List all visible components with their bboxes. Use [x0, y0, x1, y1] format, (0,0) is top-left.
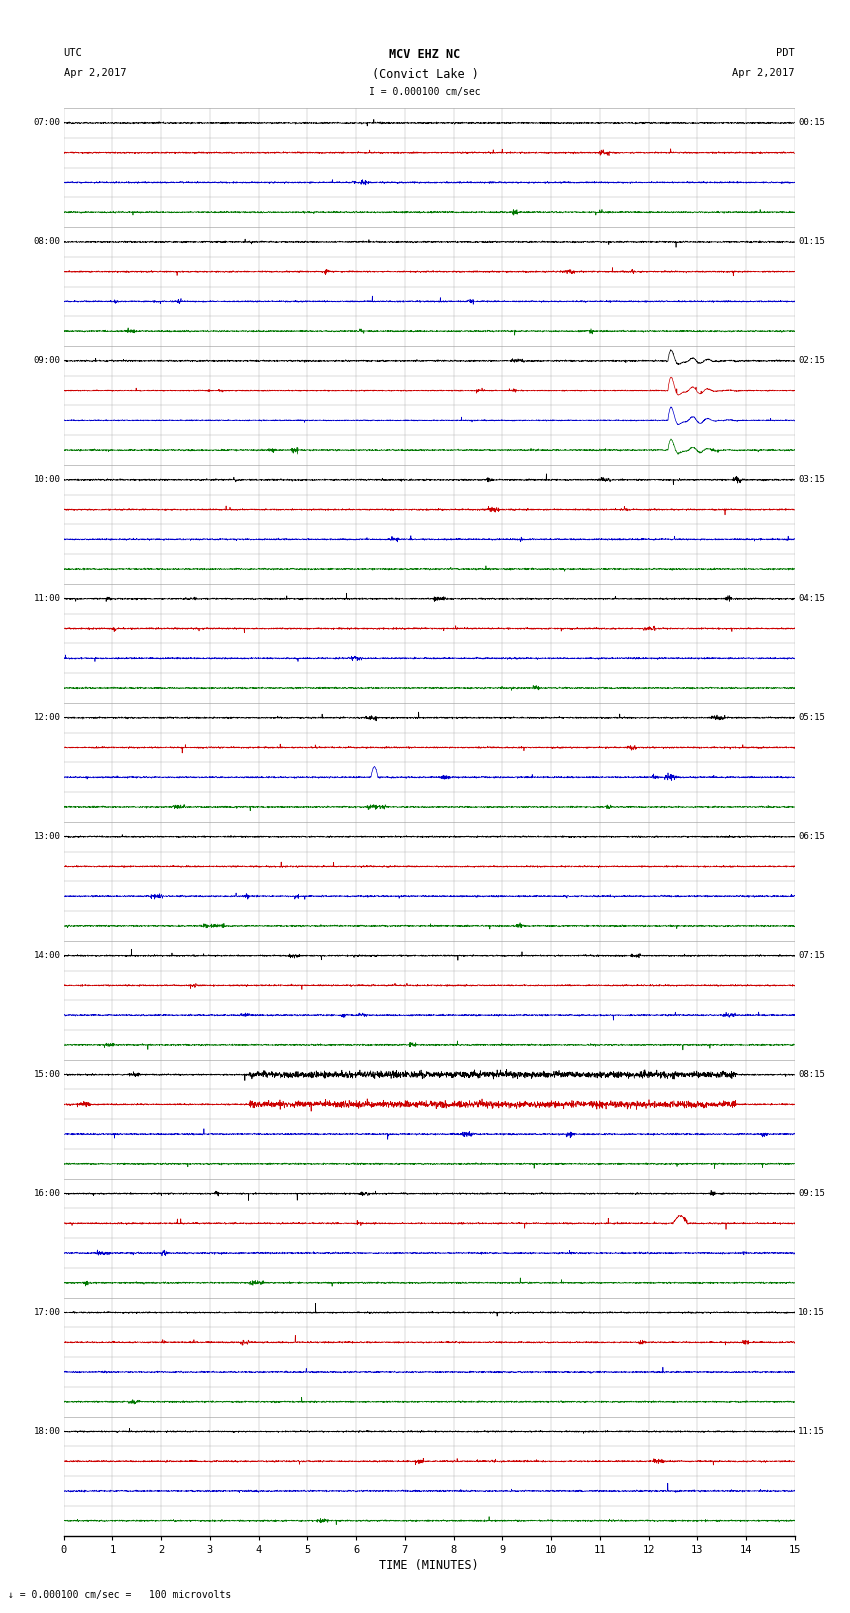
- Text: 13:00: 13:00: [33, 832, 60, 842]
- Text: (Convict Lake ): (Convict Lake ): [371, 68, 479, 81]
- Text: 17:00: 17:00: [33, 1308, 60, 1318]
- Text: 11:15: 11:15: [798, 1428, 825, 1436]
- Text: MCV EHZ NC: MCV EHZ NC: [389, 48, 461, 61]
- Text: 09:00: 09:00: [33, 356, 60, 366]
- Text: Apr 2,2017: Apr 2,2017: [732, 68, 795, 77]
- Text: 12:00: 12:00: [33, 713, 60, 723]
- Text: PDT: PDT: [776, 48, 795, 58]
- Text: 09:15: 09:15: [798, 1189, 825, 1198]
- Text: UTC: UTC: [64, 48, 82, 58]
- Text: 06:15: 06:15: [798, 832, 825, 842]
- Text: 01:15: 01:15: [798, 237, 825, 247]
- Text: 07:15: 07:15: [798, 952, 825, 960]
- Text: 04:15: 04:15: [798, 594, 825, 603]
- Text: 07:00: 07:00: [33, 118, 60, 127]
- Text: ↓ = 0.000100 cm/sec =   100 microvolts: ↓ = 0.000100 cm/sec = 100 microvolts: [8, 1590, 232, 1600]
- Text: 10:00: 10:00: [33, 476, 60, 484]
- Text: 11:00: 11:00: [33, 594, 60, 603]
- Text: 05:15: 05:15: [798, 713, 825, 723]
- Text: 08:15: 08:15: [798, 1069, 825, 1079]
- Text: 16:00: 16:00: [33, 1189, 60, 1198]
- Text: I = 0.000100 cm/sec: I = 0.000100 cm/sec: [369, 87, 481, 97]
- Text: 08:00: 08:00: [33, 237, 60, 247]
- Text: 15:00: 15:00: [33, 1069, 60, 1079]
- X-axis label: TIME (MINUTES): TIME (MINUTES): [379, 1558, 479, 1571]
- Text: 00:15: 00:15: [798, 118, 825, 127]
- Text: 02:15: 02:15: [798, 356, 825, 366]
- Text: 10:15: 10:15: [798, 1308, 825, 1318]
- Text: Apr 2,2017: Apr 2,2017: [64, 68, 127, 77]
- Text: 18:00: 18:00: [33, 1428, 60, 1436]
- Text: 03:15: 03:15: [798, 476, 825, 484]
- Text: 14:00: 14:00: [33, 952, 60, 960]
